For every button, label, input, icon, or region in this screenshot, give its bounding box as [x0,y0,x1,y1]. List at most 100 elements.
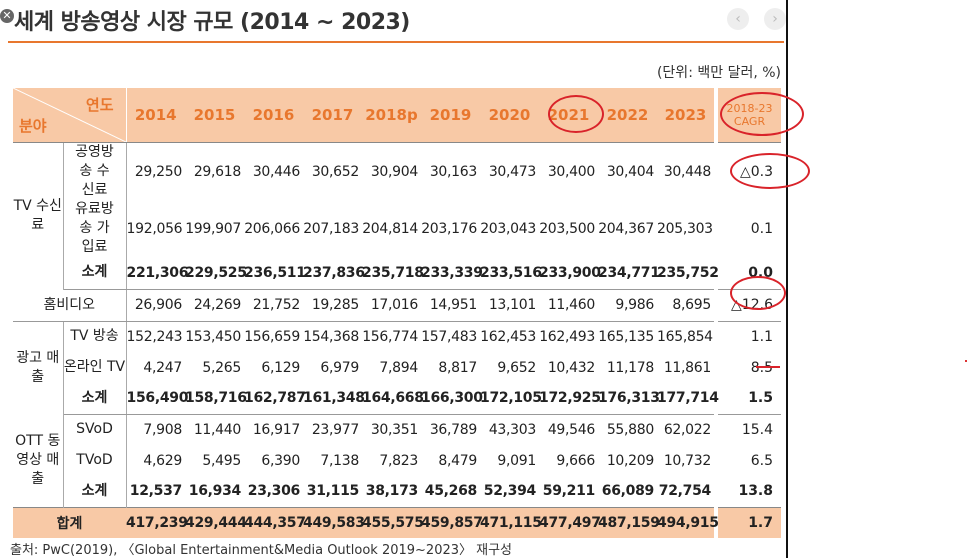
cell: 477,497 [539,506,601,538]
cell: 23,977 [311,421,359,438]
cell: 158,716 [185,383,247,415]
cell: 162,493 [539,328,595,345]
cell: 14,951 [421,289,480,322]
cell: 154,368 [303,328,359,345]
cell: 38,173 [365,483,419,500]
cell: 7,894 [379,359,418,376]
cell: 17,016 [362,289,421,322]
cell: 156,490 [126,383,188,415]
header-row: 연도 분야 2014 2015 2016 2017 2018p 2019 202… [13,88,781,143]
cell: 233,339 [421,257,483,290]
corner-diagonal [13,88,126,142]
cell: 162,787 [244,383,306,415]
cell: 10,209 [606,452,654,469]
cell: 8,817 [438,359,477,376]
cell: 8,479 [438,452,477,469]
cell: 9,986 [598,289,657,322]
cell: 203,043 [480,220,536,237]
title-divider [8,41,784,43]
row-label: 소계 [63,383,127,415]
year-header: 2022 [598,88,657,143]
cell: 459,857 [421,506,483,538]
cell: 204,814 [362,220,418,237]
row-label: 홈비디오 [13,289,127,322]
cell: 55,880 [606,421,654,438]
cell: 234,771 [598,257,660,290]
prev-arrow-icon[interactable]: ‹ [727,8,749,30]
cell: 487,159 [598,506,660,538]
cell: 72,754 [658,483,712,500]
cell: 10,432 [547,359,595,376]
cell: 235,752 [657,257,719,290]
cell: 165,135 [598,328,654,345]
table-row-total: 합계 417,239 429,444 444,357 449,583 455,5… [13,506,781,538]
close-icon[interactable]: ✕ [0,9,14,23]
cell: 9,652 [497,359,536,376]
cell: 43,303 [488,421,536,438]
year-header: 2020 [480,88,539,143]
cell: 19,285 [303,289,362,322]
cell: 62,022 [663,421,711,438]
cell: 417,239 [126,506,188,538]
cell: 176,313 [598,383,660,415]
stray-mark [965,360,967,362]
row-label: 합계 [13,506,126,538]
cell: 16,917 [252,421,300,438]
cell: 45,268 [424,483,478,500]
unit-note: (단위: 백만 달러, %) [656,65,781,81]
cell: 455,575 [362,506,424,538]
cell: 49,546 [547,421,595,438]
next-arrow-icon[interactable]: › [764,8,786,30]
year-header: 2016 [244,88,303,143]
cell: 7,823 [379,452,418,469]
cell: 449,583 [303,506,365,538]
table-row-subtotal: 소계 156,490 158,716 162,787 161,348 164,6… [13,383,781,415]
cell: 24,269 [185,289,244,322]
cell: 5,495 [202,452,241,469]
cell: 172,925 [539,383,601,415]
table-row: 온라인 TV 4,247 5,265 6,129 6,979 7,894 8,8… [13,352,781,383]
cell: 30,351 [370,421,418,438]
cell: 237,836 [303,257,365,290]
cagr-cell: 1.5 [714,383,781,415]
table-row: 광고 매출 TV 방송 152,243 153,450 156,659 154,… [13,321,781,414]
table-row: 홈비디오 26,906 24,269 21,752 19,285 17,016 … [13,289,781,322]
cell: 164,668 [362,383,424,415]
group-label-ad: 광고 매출 [13,321,64,414]
row-label: TV 방송 [63,321,127,352]
year-header: 2017 [303,88,362,143]
source-note: 출처: PwC(2019), 〈Global Entertainment&Med… [10,543,513,558]
market-size-table: 연도 분야 2014 2015 2016 2017 2018p 2019 202… [13,88,781,538]
cell: 4,247 [143,359,182,376]
cell: 152,243 [126,328,183,345]
page-edge-line [786,0,788,558]
cell: 66,089 [601,483,655,500]
cell: 4,629 [143,452,182,469]
cell: 10,732 [663,452,711,469]
cell: 205,303 [657,220,713,237]
table-row-subtotal: 소계 221,306 229,525 236,511 237,836 235,7… [13,257,781,290]
cell: 30,652 [311,163,359,180]
row-label: TVoD [63,445,127,476]
cell: 161,348 [303,383,365,415]
cell: 30,163 [429,163,477,180]
cell: 30,404 [606,163,654,180]
cell: 156,774 [362,328,418,345]
group-label-ott: OTT 동영상 매출 [13,414,64,507]
cell: 153,450 [185,328,241,345]
annotation-circle-public [730,153,810,189]
annotation-circle-cagr [720,92,804,136]
cell: 156,659 [244,328,300,345]
cagr-cell: 0.1 [714,200,781,257]
cell: 207,183 [303,220,359,237]
cagr-cell: 13.8 [714,476,781,507]
cagr-cell: 1.7 [714,506,781,538]
cell: 204,367 [598,220,654,237]
cell: 26,906 [126,289,185,322]
cell: 236,511 [244,257,306,290]
page-title: 세계 방송영상 시장 규모 (2014 ~ 2023) [14,10,410,35]
cell: 233,516 [480,257,542,290]
cell: 166,300 [421,383,483,415]
cell: 30,904 [370,163,418,180]
annotation-circle-2021 [548,95,604,133]
